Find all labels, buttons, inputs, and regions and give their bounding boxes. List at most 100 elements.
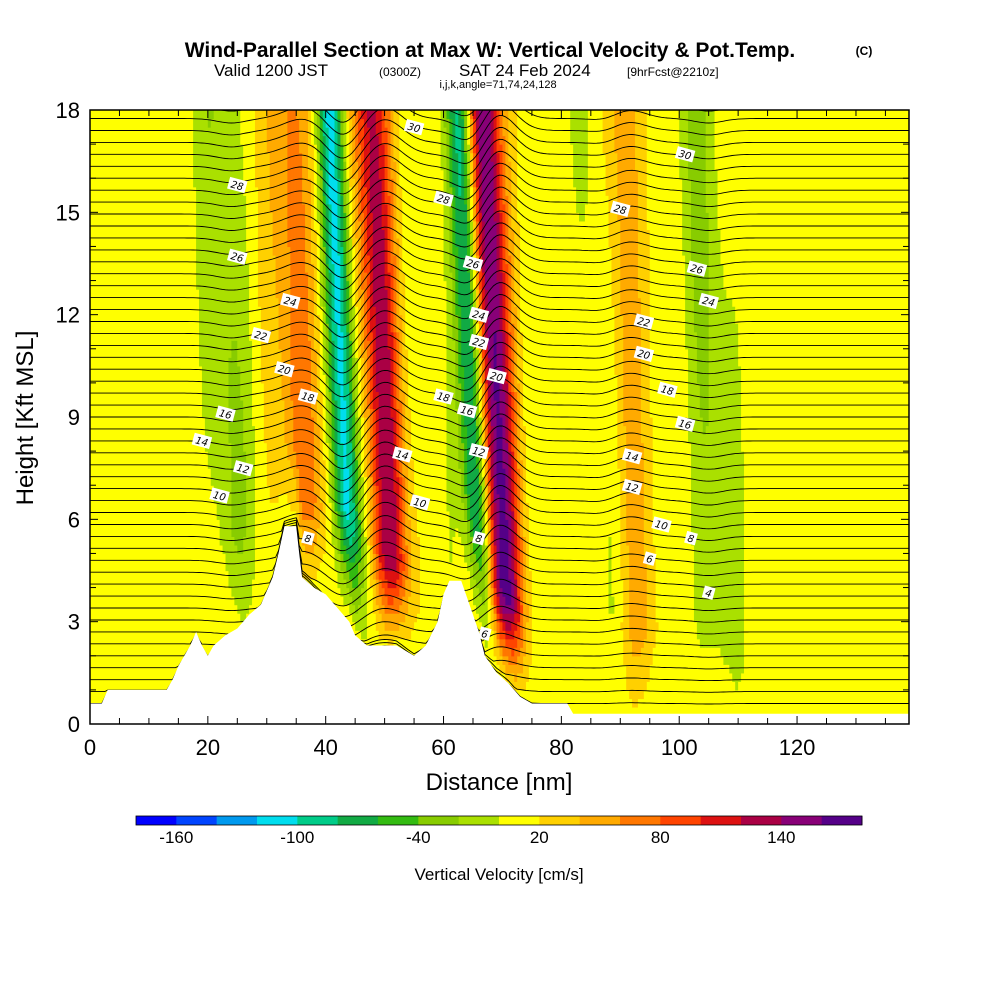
velocity-cell — [520, 672, 524, 691]
velocity-cell — [346, 118, 350, 179]
velocity-cell — [402, 553, 406, 572]
theta-label-bg — [468, 333, 490, 351]
velocity-cell — [643, 110, 648, 563]
velocity-cell — [334, 536, 339, 572]
velocity-cell — [375, 553, 380, 580]
velocity-cell — [313, 229, 318, 350]
theta-label-bg — [651, 516, 672, 533]
colorbar-swatch — [821, 816, 863, 825]
velocity-cell — [467, 178, 471, 222]
velocity-cell — [257, 110, 262, 307]
velocity-cell — [475, 348, 480, 384]
velocity-cell — [278, 348, 283, 495]
velocity-cell — [393, 331, 397, 410]
velocity-cell — [487, 451, 492, 486]
velocity-cell — [207, 127, 212, 469]
theta-contour-label: 6 — [477, 626, 492, 641]
velocity-cell — [322, 110, 327, 137]
velocity-cell — [505, 672, 509, 682]
velocity-cell — [440, 169, 445, 724]
velocity-cell — [475, 220, 480, 256]
velocity-cell — [313, 544, 318, 580]
velocity-cell — [428, 110, 433, 724]
velocity-cell — [655, 110, 660, 623]
colorbar-swatch — [700, 816, 742, 825]
velocity-cell — [537, 110, 542, 724]
theta-contour-line — [90, 522, 909, 574]
velocity-cell — [490, 553, 495, 589]
velocity-cell — [399, 186, 403, 316]
velocity-cell — [470, 519, 474, 537]
velocity-cell — [325, 442, 330, 724]
velocity-cell — [390, 178, 395, 265]
velocity-cell — [252, 110, 256, 427]
velocity-cell — [455, 314, 459, 410]
velocity-cell — [470, 254, 474, 290]
velocity-cell — [384, 596, 389, 614]
velocity-cell — [399, 476, 403, 555]
velocity-cell — [511, 323, 515, 393]
colorbar-label: -40 — [406, 828, 431, 847]
velocity-cell — [366, 127, 371, 256]
velocity-cell — [458, 306, 462, 384]
theta-contour-line — [90, 526, 909, 596]
velocity-cell — [343, 161, 347, 213]
velocity-cell — [396, 579, 400, 597]
velocity-cell — [699, 647, 704, 724]
velocity-cell — [405, 110, 409, 350]
velocity-cell — [287, 459, 291, 503]
velocity-cell — [390, 263, 395, 333]
theta-label-text: 20 — [489, 371, 504, 385]
colorbar-swatch — [499, 816, 540, 825]
velocity-cell — [490, 161, 495, 427]
velocity-cell — [375, 485, 380, 555]
velocity-cell — [363, 348, 368, 418]
theta-label-text: 12 — [235, 463, 250, 477]
velocity-cell — [260, 110, 265, 384]
forecast-info: [9hrFcst@2210z] — [627, 65, 719, 79]
velocity-cell — [228, 357, 233, 444]
velocity-cell — [349, 391, 353, 444]
velocity-cell — [478, 212, 483, 256]
velocity-cell — [257, 306, 262, 724]
velocity-cell — [493, 152, 498, 222]
velocity-cell — [381, 144, 386, 230]
velocity-cell — [490, 519, 495, 555]
velocity-cell — [287, 110, 291, 248]
velocity-cell — [446, 203, 451, 512]
velocity-cell — [405, 544, 409, 580]
velocity-cell — [502, 272, 506, 333]
velocity-cell — [508, 331, 512, 393]
velocity-cell — [493, 630, 498, 657]
velocity-cell — [284, 110, 288, 444]
velocity-cell — [375, 579, 380, 606]
velocity-cell — [358, 561, 362, 606]
colorbar-swatch — [136, 816, 177, 825]
velocity-cell — [514, 681, 518, 691]
velocity-cell — [237, 553, 241, 614]
velocity-cell — [278, 110, 283, 350]
velocity-cell — [464, 152, 468, 205]
velocity-cell — [520, 613, 524, 648]
velocity-cell — [693, 331, 698, 623]
velocity-cell — [705, 425, 710, 648]
velocity-cell — [517, 672, 521, 691]
velocity-cell — [693, 621, 698, 724]
velocity-cell — [387, 110, 392, 196]
velocity-cell — [505, 263, 509, 333]
velocity-cell — [517, 468, 521, 537]
velocity-cell — [352, 604, 356, 623]
theta-contour-line — [90, 497, 909, 541]
velocity-cell — [741, 672, 745, 724]
velocity-cell — [623, 425, 627, 665]
velocity-cell — [696, 638, 701, 724]
velocity-cell — [213, 110, 218, 503]
velocity-cell — [478, 348, 483, 384]
velocity-cell — [478, 570, 483, 597]
velocity-cell — [511, 621, 515, 640]
theta-label-text: 20 — [276, 364, 291, 378]
velocity-cell — [584, 203, 589, 724]
velocity-cell — [355, 553, 359, 589]
velocity-cell — [196, 289, 200, 724]
colorbar-label: 140 — [767, 828, 795, 847]
